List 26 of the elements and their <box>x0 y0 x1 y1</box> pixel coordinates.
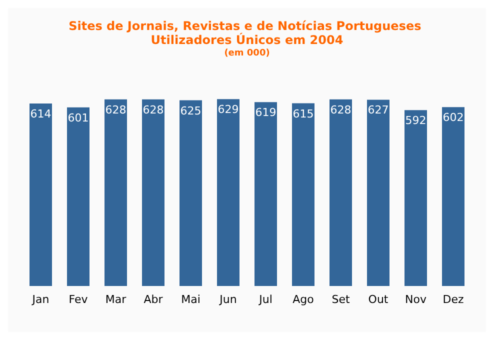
x-tick-label: Jan <box>31 293 50 306</box>
data-label: 628 <box>330 103 352 116</box>
x-tick-label: Abr <box>144 293 164 306</box>
data-label: 619 <box>255 106 276 120</box>
x-tick-label: Ago <box>292 293 314 306</box>
chart-subtitle: (em 000) <box>224 48 270 58</box>
data-label: 614 <box>30 108 52 121</box>
data-label: 592 <box>405 114 426 128</box>
data-label: 625 <box>180 104 202 118</box>
data-label: 615 <box>292 107 314 120</box>
x-tick-label: Fev <box>68 293 88 306</box>
data-label: 602 <box>442 111 464 124</box>
data-label: 628 <box>142 103 164 116</box>
data-label: 629 <box>218 103 239 116</box>
x-tick-label: Out <box>368 293 389 306</box>
x-tick-label: Jul <box>258 293 272 306</box>
chart-title: Sites de Jornais, Revistas e de Notícias Portugueses Utilizadores Únicos em 2004 <box>68 19 426 47</box>
x-tick-label: Jun <box>218 293 237 306</box>
x-tick-label: Set <box>332 293 350 306</box>
data-label: 628 <box>105 103 126 116</box>
x-tick-label: Nov <box>405 293 427 306</box>
x-tick-label: Mar <box>105 293 127 306</box>
data-label: 627 <box>368 104 389 117</box>
data-label: 601 <box>68 111 89 124</box>
x-tick-label: Mai <box>181 293 200 306</box>
x-tick-label: Dez <box>442 293 464 306</box>
